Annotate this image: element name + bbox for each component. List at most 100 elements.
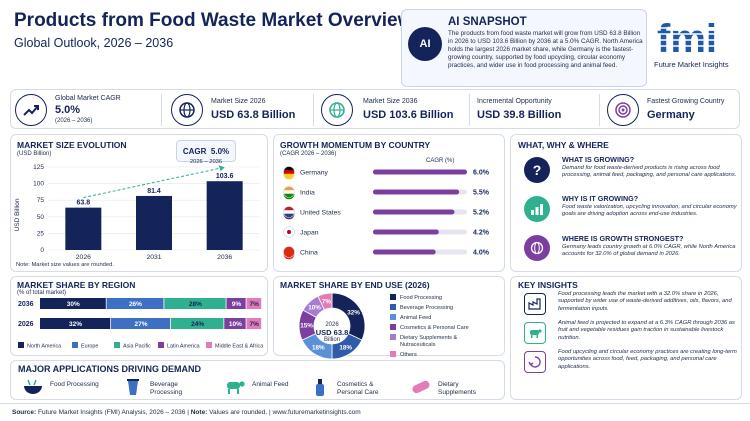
flag-icon bbox=[283, 186, 295, 200]
ai-chip-icon: AI bbox=[408, 27, 442, 61]
x-tick-label: 2026 bbox=[76, 254, 91, 261]
application-label: Beverage Processing bbox=[150, 381, 183, 396]
flag-part bbox=[283, 253, 295, 260]
divider bbox=[469, 94, 470, 126]
flag-part bbox=[283, 193, 295, 200]
insight-text: Food processing leads the market with a … bbox=[558, 291, 732, 312]
logo-text: fmi bbox=[657, 17, 717, 58]
slice-label: 10% bbox=[308, 305, 321, 312]
cagr-callout: CAGR 5.0% 2026 – 2036 bbox=[176, 140, 236, 165]
flag-border bbox=[283, 206, 295, 218]
bar bbox=[65, 207, 102, 250]
evolution-heading: MARKET SIZE EVOLUTION bbox=[17, 140, 127, 150]
www-answer: Food waste valorization, upcycling innov… bbox=[562, 204, 737, 218]
legend-swatch bbox=[72, 342, 78, 348]
stack-segment bbox=[164, 298, 226, 309]
legend-swatch bbox=[390, 294, 396, 300]
legend-swatch bbox=[18, 342, 24, 348]
target-icon bbox=[607, 94, 639, 126]
question-icon: ? bbox=[524, 157, 550, 183]
flag-icon bbox=[283, 226, 295, 240]
kpi-label: Global Market CAGR bbox=[55, 95, 121, 102]
insights-heading: KEY INSIGHTS bbox=[518, 280, 578, 290]
bar-value-label: 5.2% bbox=[473, 210, 490, 217]
legend-label: Beverage Processing bbox=[400, 305, 453, 311]
growth-momentum-panel bbox=[273, 134, 505, 272]
segment-label: 30% bbox=[67, 301, 80, 308]
y-tick-label: 75 bbox=[37, 197, 45, 204]
cosmetics-icon bbox=[307, 376, 333, 398]
note-text: Values are rounded. bbox=[209, 409, 268, 416]
www-question: WHAT IS GROWING? bbox=[562, 155, 635, 164]
www-heading: WHAT, WHY & WHERE bbox=[518, 140, 609, 150]
country-label: Germany bbox=[300, 170, 329, 177]
momentum-sub: (CAGR 2026 – 2036) bbox=[280, 151, 337, 157]
stack-segment bbox=[111, 318, 171, 329]
flag-border bbox=[283, 226, 295, 238]
snapshot-title: AI SNAPSHOT bbox=[448, 16, 527, 28]
end-use-donut-chart: 32% 18% 18% 15% 10%7% Food Processing Beverage… bbox=[298, 292, 469, 360]
segment-label: 26% bbox=[129, 301, 142, 308]
footer-url[interactable]: www.futuremarketinsights.com bbox=[272, 409, 361, 416]
legend-swatch bbox=[390, 314, 396, 320]
page-subtitle: Global Outlook, 2026 – 2036 bbox=[14, 36, 174, 50]
flag-part bbox=[283, 190, 295, 194]
bar bbox=[373, 189, 460, 195]
kpi-label: Incremental Opportunity bbox=[477, 98, 552, 105]
recycle-icon bbox=[524, 351, 546, 373]
x-tick-label: 2031 bbox=[146, 254, 161, 261]
ai-snapshot-card: AI AI SNAPSHOT The products from food wa… bbox=[401, 9, 647, 87]
evolution-sub: (USD Billion) bbox=[17, 151, 52, 157]
application-label: Animal Feed bbox=[252, 381, 289, 388]
flag-part bbox=[283, 213, 295, 220]
flag-icon bbox=[283, 246, 295, 260]
region-heading: MARKET SHARE BY REGION bbox=[17, 280, 136, 290]
legend-swatch bbox=[390, 334, 396, 340]
legend-label: Latin America bbox=[167, 344, 200, 350]
trend-up-icon bbox=[15, 94, 47, 126]
legend-label: Cosmetics & Personal Care bbox=[400, 325, 469, 331]
legend-swatch bbox=[114, 342, 120, 348]
legend-label: Food Processing bbox=[400, 295, 442, 301]
x-tick-label: 2036 bbox=[217, 254, 232, 261]
y-tick-label: 50 bbox=[37, 214, 45, 221]
stack-segment bbox=[226, 298, 246, 309]
enduse-heading: MARKET SHARE BY END USE (2026) bbox=[280, 280, 430, 290]
kpi-label: Market Size 2026 bbox=[211, 98, 266, 105]
evolution-note: Note: Market size values are rounded. bbox=[16, 262, 114, 268]
stack-segment bbox=[40, 298, 106, 309]
segment-label: 27% bbox=[135, 321, 148, 328]
key-insights-panel bbox=[510, 276, 742, 400]
kpi-value: 5.0% bbox=[55, 104, 81, 116]
row-label: 2026 bbox=[18, 321, 34, 328]
bar bbox=[206, 181, 243, 250]
donut-slice bbox=[317, 292, 333, 311]
globe-icon bbox=[321, 94, 353, 126]
legend-swatch bbox=[206, 342, 212, 348]
insight-text: Food upcycling and circular economy prac… bbox=[558, 349, 737, 370]
globe-pin-icon bbox=[524, 235, 550, 261]
footer: Source: Future Market Insights (FMI) Ana… bbox=[0, 403, 750, 421]
kpi-value: USD 63.8 Billion bbox=[211, 109, 296, 121]
snapshot-text: The products from food waste market will… bbox=[448, 30, 643, 70]
donut-center: 2026 USD 63.8 Billion bbox=[305, 322, 359, 343]
trend-arrow bbox=[83, 166, 225, 199]
cagr-value: 5.0% bbox=[210, 147, 230, 156]
legend-label: Others bbox=[400, 352, 417, 358]
segment-label: 28% bbox=[189, 301, 202, 308]
www-question: WHY IS IT GROWING? bbox=[562, 194, 639, 203]
y-tick-label: 125 bbox=[33, 164, 44, 171]
legend-label: Dietary Supplements & bbox=[400, 335, 457, 341]
cow-icon bbox=[524, 322, 546, 344]
momentum-col-label: CAGR (%) bbox=[426, 158, 455, 164]
applications-panel bbox=[10, 360, 505, 400]
kpi-label: Market Size 2036 bbox=[363, 98, 418, 105]
www-question: WHERE IS GROWTH STRONGEST? bbox=[562, 234, 684, 243]
y-tick-label: 0 bbox=[40, 247, 44, 254]
slice-label: 32% bbox=[347, 310, 360, 317]
stack-segment bbox=[246, 298, 262, 309]
food-bowl-icon bbox=[20, 376, 46, 398]
donut-center-year: 2026 bbox=[325, 322, 339, 328]
kpi-note: (2026 – 2036) bbox=[55, 118, 93, 124]
stack-segment bbox=[224, 318, 246, 329]
